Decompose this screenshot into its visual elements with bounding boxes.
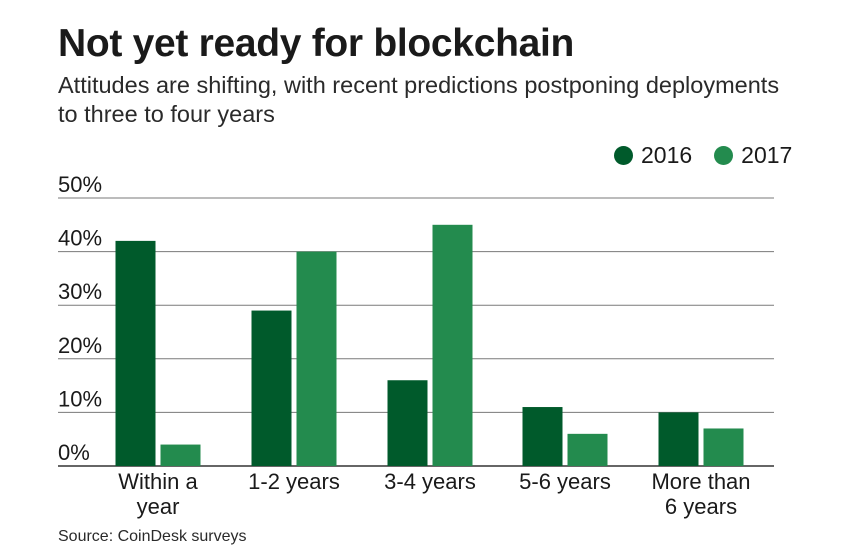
- x-tick-label-0-1: year: [137, 494, 180, 519]
- legend-item-2016: 2016: [614, 142, 692, 169]
- legend: 2016 2017: [614, 140, 792, 170]
- y-tick-label-50: 50%: [58, 172, 102, 197]
- x-tick-label-3-0: 5-6 years: [519, 469, 611, 494]
- x-tick-label-0-0: Within a: [118, 469, 198, 494]
- chart-title: Not yet ready for blockchain: [58, 22, 575, 65]
- bar-2016-0: [115, 240, 156, 466]
- y-tick-label-0: 0%: [58, 440, 90, 465]
- bar-2016-4: [658, 412, 699, 466]
- bar-2017-4: [703, 428, 744, 466]
- y-tick-label-10: 10%: [58, 386, 102, 411]
- x-tick-label-4-0: More than: [651, 469, 750, 494]
- bar-2016-1: [251, 310, 292, 466]
- chart-subtitle: Attitudes are shifting, with recent pred…: [58, 72, 780, 127]
- source-note: Source: CoinDesk surveys: [58, 528, 247, 545]
- legend-label-2017: 2017: [741, 141, 793, 168]
- bar-2016-3: [522, 407, 563, 466]
- y-tick-label-20: 20%: [58, 333, 102, 358]
- legend-item-2017: 2017: [714, 142, 792, 169]
- legend-swatch-2016: [614, 145, 633, 165]
- x-tick-label-4-1: 6 years: [665, 494, 737, 519]
- legend-swatch-2017: [714, 145, 734, 165]
- legend-label-2016: 2016: [641, 141, 693, 168]
- x-tick-label-1-0: 1-2 years: [248, 469, 340, 494]
- bar-2017-2: [432, 224, 473, 466]
- bar-2017-1: [296, 251, 337, 466]
- y-tick-label-40: 40%: [58, 226, 102, 251]
- x-tick-label-2-0: 3-4 years: [384, 469, 476, 494]
- bar-2016-2: [387, 380, 428, 466]
- bar-2017-0: [160, 444, 201, 466]
- bar-2017-3: [567, 433, 608, 466]
- y-tick-label-30: 30%: [58, 279, 102, 304]
